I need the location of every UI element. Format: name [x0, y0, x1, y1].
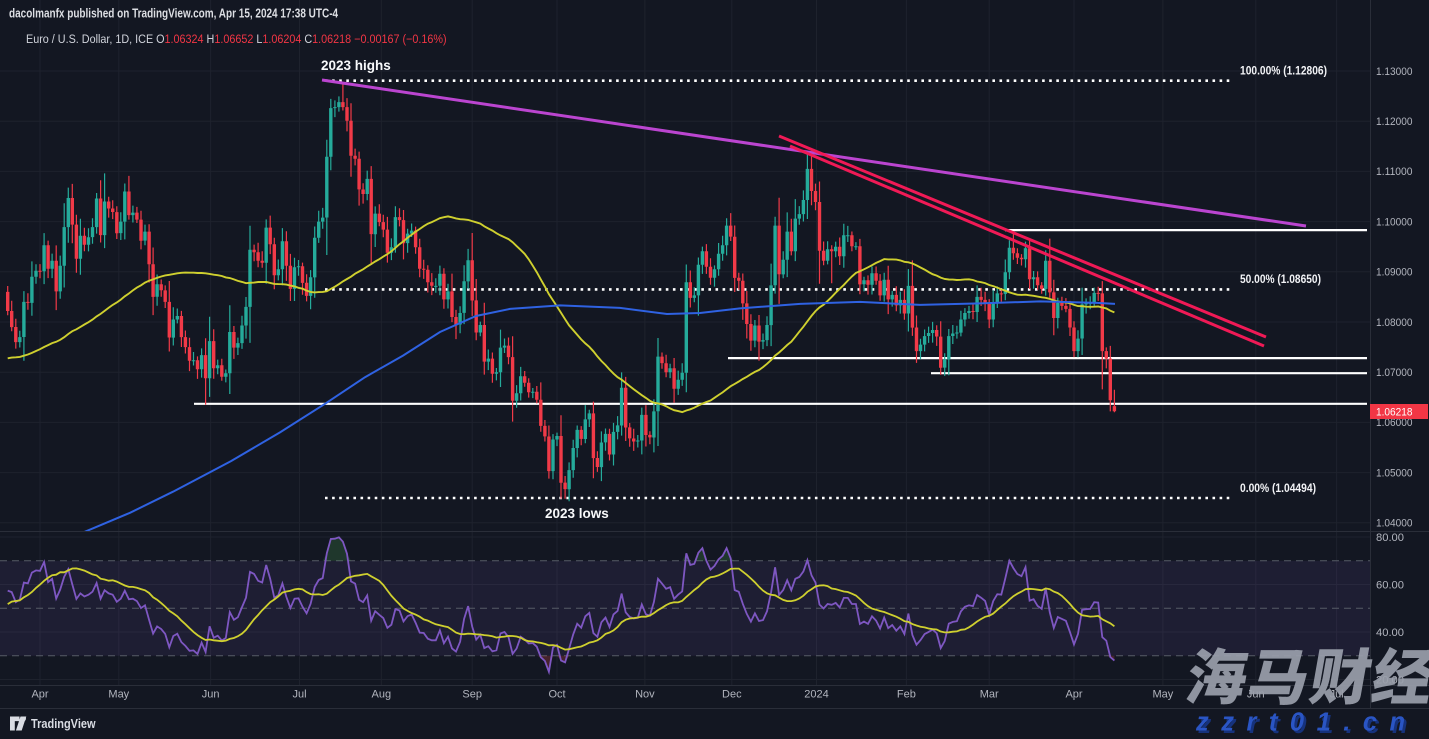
svg-text:40.00: 40.00: [1376, 627, 1404, 639]
svg-text:Jul: Jul: [292, 689, 306, 701]
svg-text:Jun: Jun: [202, 689, 220, 701]
svg-text:Oct: Oct: [548, 689, 565, 701]
svg-text:1.07000: 1.07000: [1376, 367, 1413, 379]
svg-text:60.00: 60.00: [1376, 579, 1404, 591]
svg-text:1.04000: 1.04000: [1376, 518, 1413, 530]
svg-text:Euro / U.S. Dollar, 1D, ICE O: Euro / U.S. Dollar, 1D, ICE O1.06324 H1.…: [26, 34, 447, 47]
svg-text:Feb: Feb: [897, 689, 916, 701]
svg-text:dacolmanfx published on Tradin: dacolmanfx published on TradingView.com,…: [9, 8, 339, 21]
svg-text:1.11000: 1.11000: [1376, 166, 1413, 178]
svg-text:Apr: Apr: [1065, 689, 1082, 701]
svg-text:May: May: [1153, 689, 1174, 701]
svg-text:0.00% (1.04494): 0.00% (1.04494): [1240, 483, 1316, 495]
svg-text:1.10000: 1.10000: [1376, 216, 1413, 228]
svg-text:1.06000: 1.06000: [1376, 417, 1413, 429]
svg-text:Aug: Aug: [372, 689, 392, 701]
svg-text:1.09000: 1.09000: [1376, 267, 1413, 279]
svg-text:Sep: Sep: [462, 689, 482, 701]
svg-text:1.06218: 1.06218: [1376, 406, 1413, 418]
svg-text:1.13000: 1.13000: [1376, 66, 1413, 78]
svg-text:1.08000: 1.08000: [1376, 317, 1413, 329]
svg-text:2023 highs: 2023 highs: [321, 58, 391, 73]
svg-text:1.05000: 1.05000: [1376, 467, 1413, 479]
svg-text:TradingView: TradingView: [31, 717, 96, 731]
svg-text:Mar: Mar: [980, 689, 999, 701]
svg-text:zzrt01.cn: zzrt01.cn: [1198, 711, 1421, 739]
svg-text:Dec: Dec: [722, 689, 742, 701]
svg-text:zzrt01.cn: zzrt01.cn: [1195, 709, 1418, 737]
svg-text:May: May: [108, 689, 129, 701]
svg-text:80.00: 80.00: [1376, 532, 1404, 544]
svg-text:2024: 2024: [804, 689, 828, 701]
svg-text:Apr: Apr: [31, 689, 48, 701]
svg-text:2023 lows: 2023 lows: [545, 506, 609, 521]
svg-text:1.12000: 1.12000: [1376, 116, 1413, 128]
svg-text:Nov: Nov: [635, 689, 655, 701]
svg-text:50.00% (1.08650): 50.00% (1.08650): [1240, 274, 1321, 286]
svg-text:100.00% (1.12806): 100.00% (1.12806): [1240, 66, 1327, 78]
